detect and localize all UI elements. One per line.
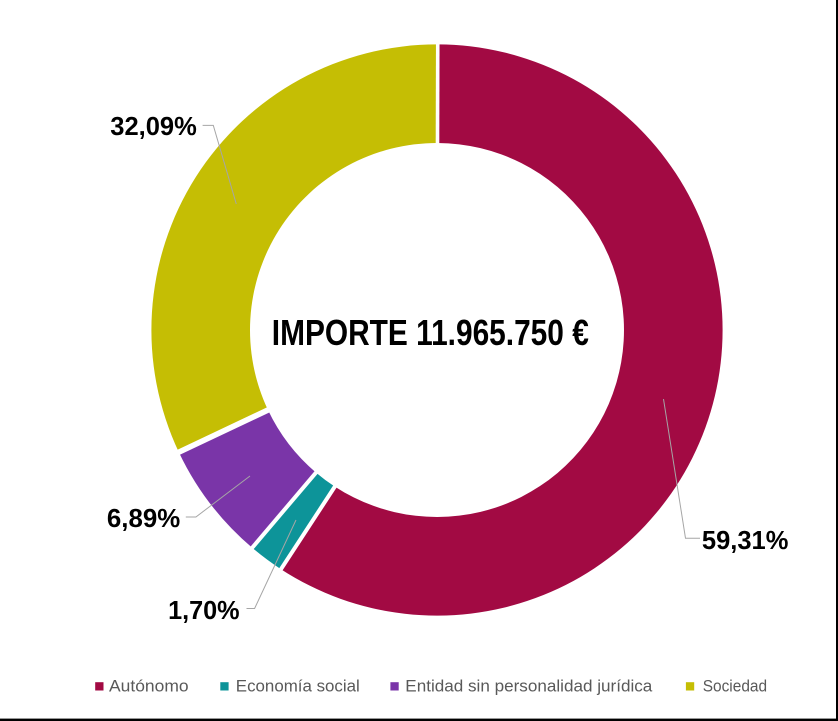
svg-text:IMPORTE 11.965.750 €: IMPORTE 11.965.750 € (272, 312, 589, 353)
svg-text:1,70%: 1,70% (168, 595, 240, 625)
svg-text:Entidad sin personalidad juríd: Entidad sin personalidad jurídica (405, 676, 653, 695)
svg-text:6,89%: 6,89% (107, 503, 180, 533)
svg-text:59,31%: 59,31% (702, 525, 789, 555)
svg-text:32,09%: 32,09% (110, 111, 197, 141)
svg-text:Autónomo: Autónomo (109, 676, 189, 695)
svg-text:Economía social: Economía social (236, 676, 360, 695)
svg-text:Sociedad: Sociedad (703, 676, 767, 695)
